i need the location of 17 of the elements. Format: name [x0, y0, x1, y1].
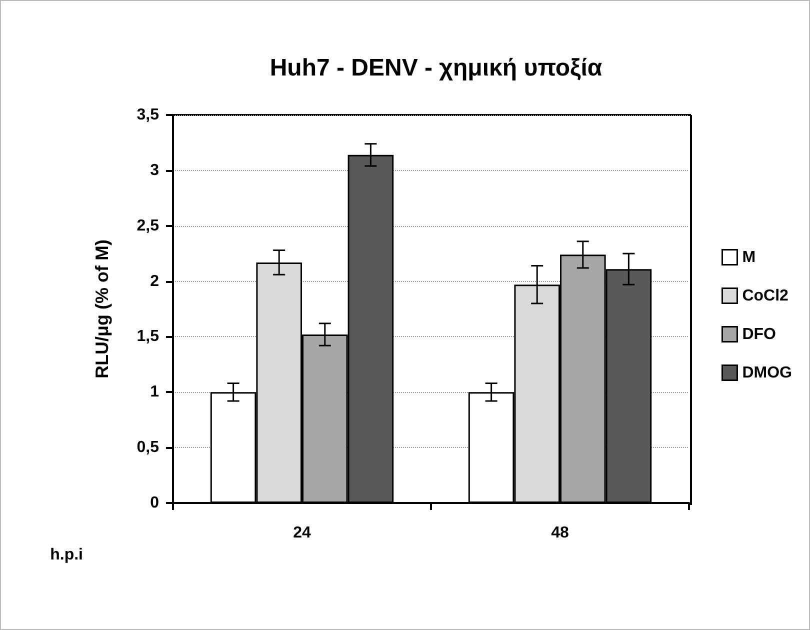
y-tick-label: 2 — [150, 272, 160, 290]
y-tick-label: 3 — [150, 162, 160, 179]
y-tick-label: 3,5 — [136, 106, 160, 124]
chart-title: Huh7 - DENV - χημική υποξία — [270, 54, 602, 82]
y-tick-label: 0,5 — [136, 439, 160, 456]
legend-label: CoCl2 — [742, 287, 789, 304]
y-tick-label: 2,5 — [136, 217, 160, 234]
legend-label: DMOG — [742, 364, 792, 382]
x-axis-title: h.p.i — [50, 546, 83, 564]
y-axis-title: RLU/μg (% of M) — [92, 240, 112, 378]
y-tick-label: 1 — [150, 384, 160, 401]
y-tick-label: 0 — [150, 494, 160, 512]
y-tick-label: 1,5 — [136, 328, 160, 346]
x-tick-label: 24 — [293, 524, 311, 542]
x-tick-label: 48 — [551, 524, 569, 542]
legend-label: DFO — [742, 326, 776, 343]
legend-label: M — [742, 248, 756, 266]
